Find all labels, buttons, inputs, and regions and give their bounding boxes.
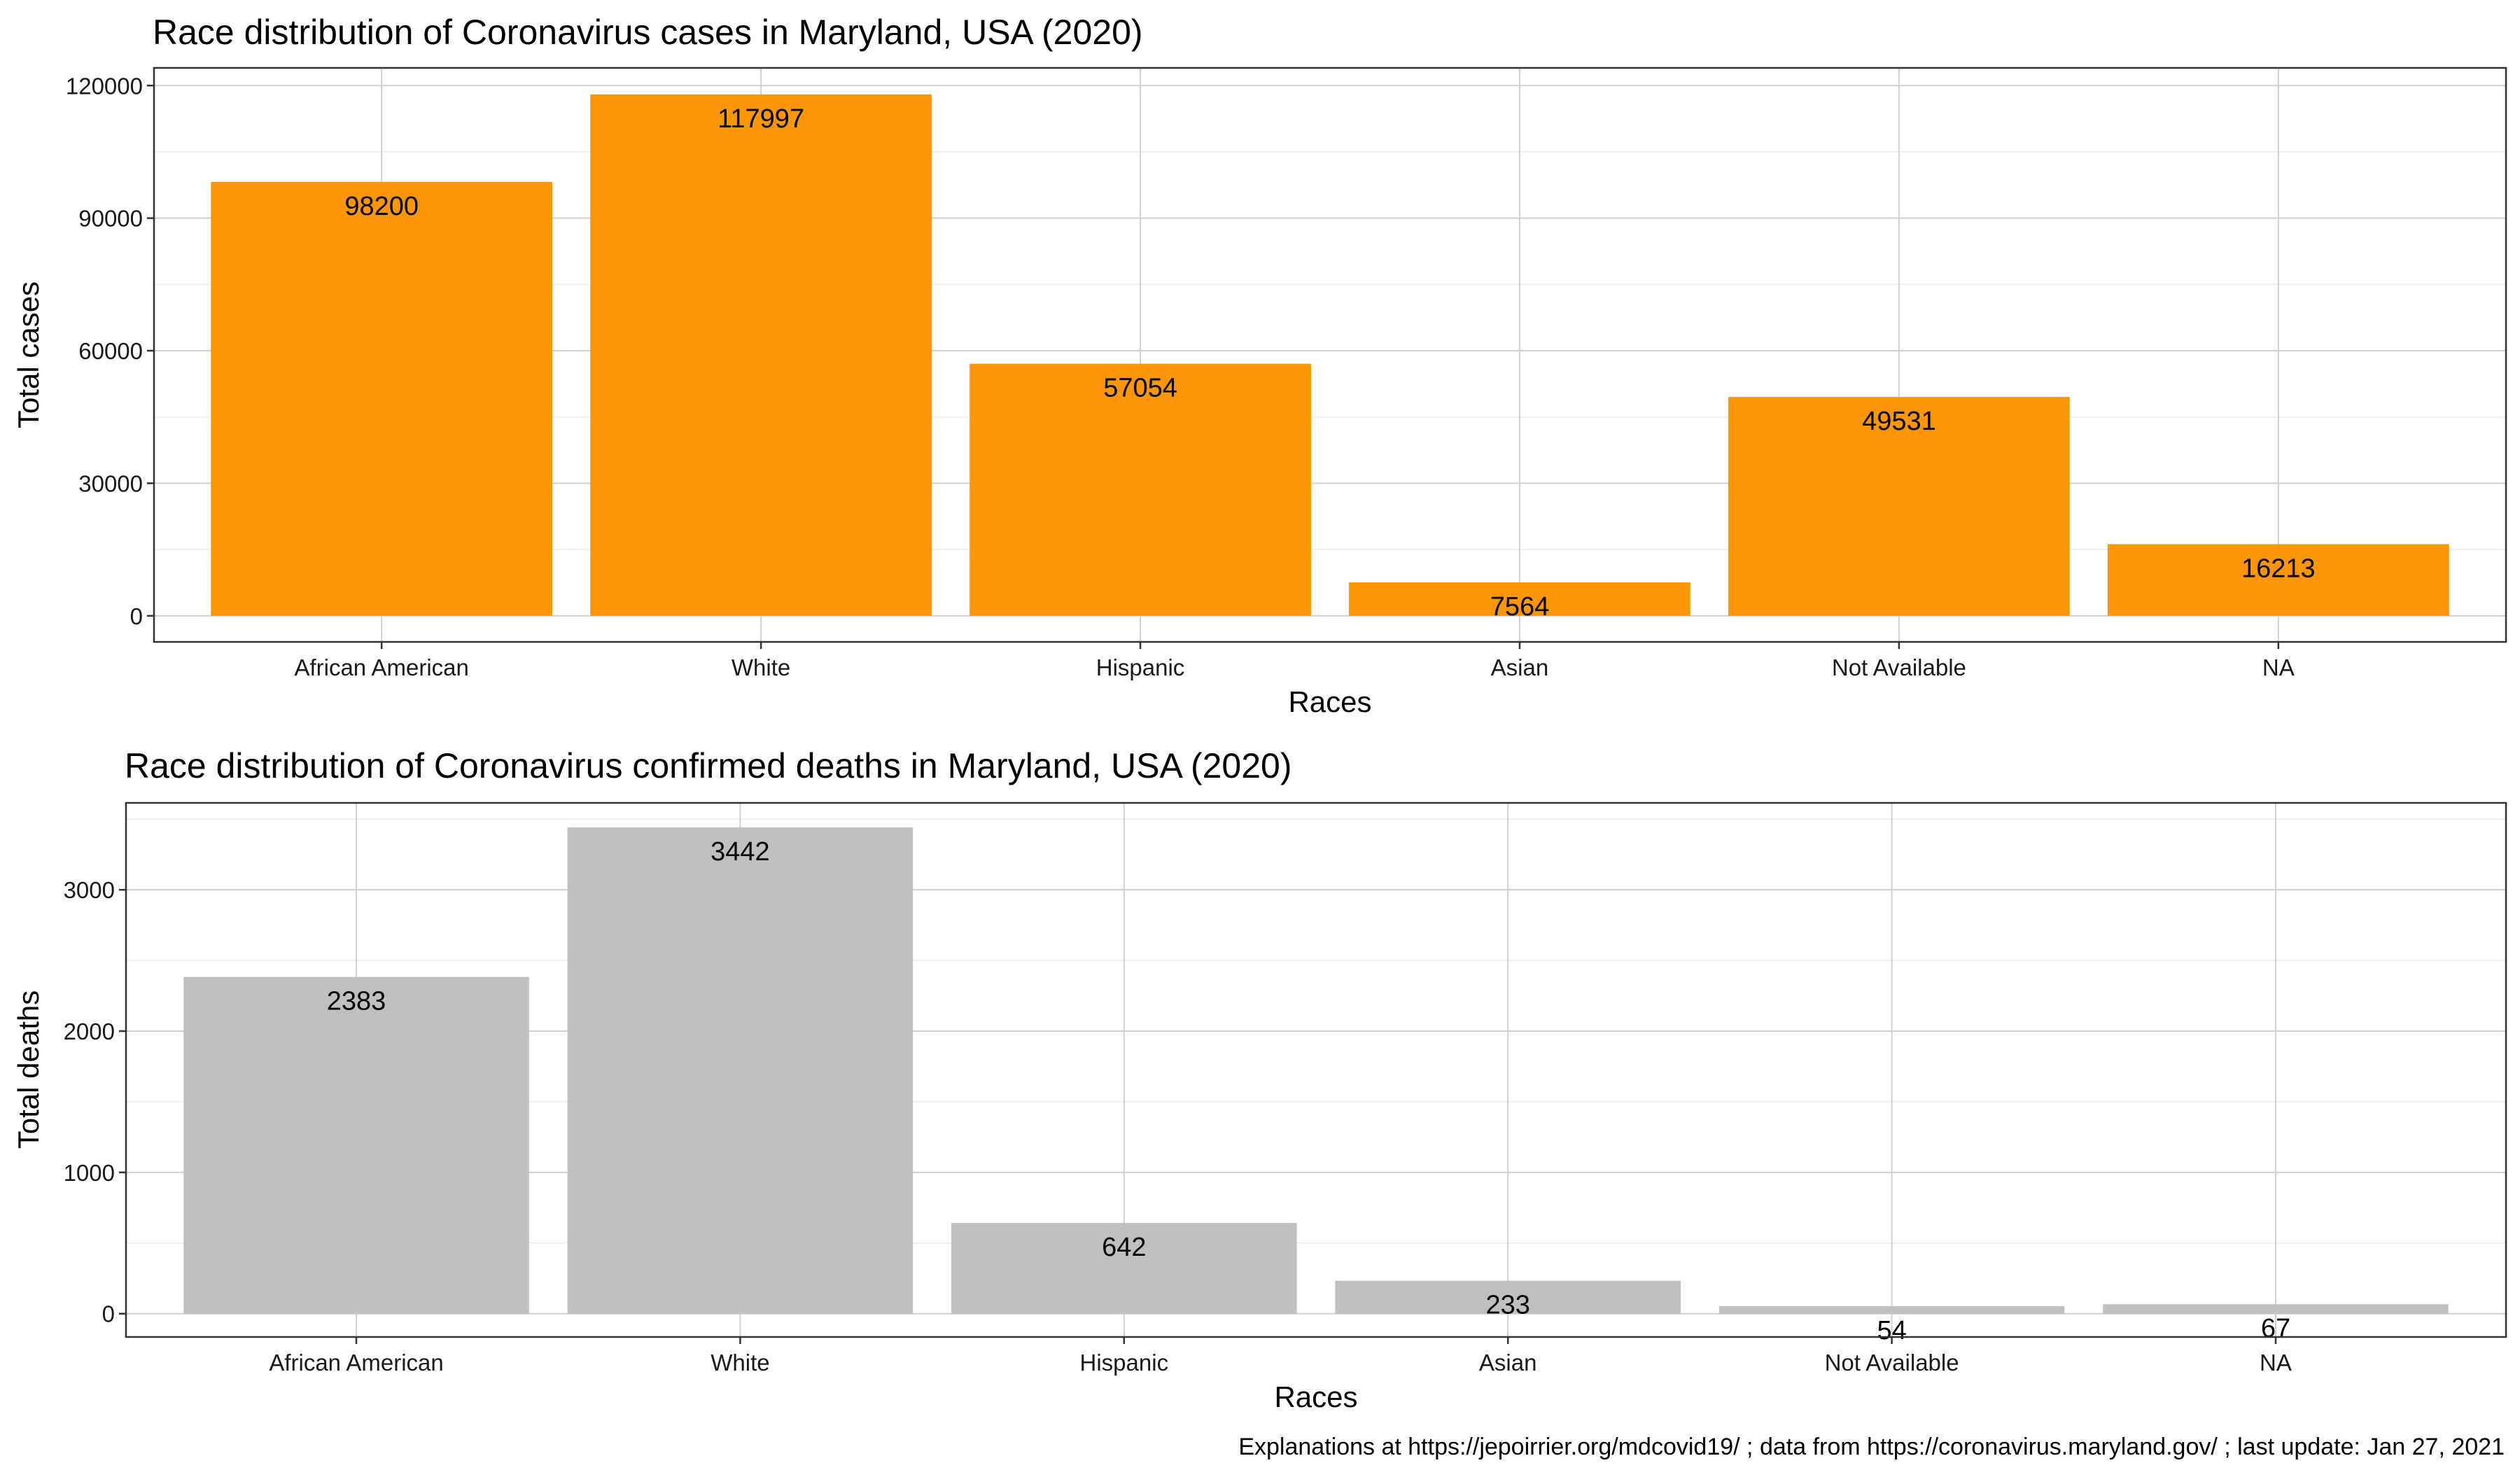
- deaths-bar-value-label: 642: [1102, 1233, 1146, 1262]
- cases-y-axis-label: Total cases: [12, 281, 45, 428]
- cases-y-tick-label: 60000: [78, 338, 143, 364]
- deaths-y-tick-label: 1000: [64, 1160, 115, 1186]
- cases-plot-border: [153, 66, 2507, 643]
- cases-bar: [1349, 582, 1690, 616]
- cases-x-tick-label: Not Available: [1832, 654, 1966, 680]
- cases-y-ticks: 0 30000 60000 90000 120000: [66, 73, 154, 629]
- cases-bar: [2107, 544, 2449, 616]
- cases-chart-title: Race distribution of Coronavirus cases i…: [153, 13, 1143, 52]
- deaths-x-tick-label: Asian: [1479, 1350, 1537, 1376]
- deaths-bars: [183, 827, 2449, 1314]
- cases-x-ticks: African American White Hispanic Asian Not Av…: [294, 642, 2295, 680]
- cases-chart: Race distribution of Coronavirus cases i…: [12, 13, 2507, 718]
- deaths-bar: [1718, 1306, 2065, 1314]
- deaths-y-tick-label: 2000: [64, 1018, 115, 1044]
- deaths-x-tick-label: Not Available: [1825, 1350, 1959, 1376]
- cases-bar-value-label: 7564: [1490, 592, 1550, 622]
- deaths-x-tick-label: African American: [269, 1350, 443, 1376]
- cases-bar-value-label: 16213: [2241, 554, 2316, 583]
- cases-x-tick-label: Asian: [1491, 654, 1549, 680]
- deaths-x-tick-label: NA: [2260, 1350, 2292, 1376]
- deaths-bar: [567, 827, 913, 1314]
- deaths-bar: [951, 1223, 1297, 1314]
- cases-x-tick-label: Hispanic: [1096, 654, 1185, 680]
- cases-bar: [590, 94, 932, 616]
- cases-value-labels: 98200 117997 57054 7564 49531 16213: [344, 104, 2315, 622]
- source-caption: Explanations at https://jepoirrier.org/m…: [1238, 1434, 2505, 1460]
- deaths-plot-border: [125, 802, 2507, 1338]
- deaths-bar-value-label: 3442: [710, 837, 770, 867]
- deaths-chart-title: Race distribution of Coronavirus confirm…: [125, 746, 1292, 785]
- cases-bar: [1728, 397, 2070, 616]
- deaths-y-ticks: 0 1000 2000 3000: [64, 877, 126, 1327]
- deaths-x-tick-label: Hispanic: [1080, 1350, 1169, 1376]
- cases-y-tick-label: 90000: [78, 206, 143, 232]
- deaths-bar-value-label: 233: [1485, 1291, 1530, 1320]
- cases-x-tick-label: NA: [2262, 654, 2295, 680]
- cases-y-tick-label: 120000: [66, 73, 143, 99]
- cases-y-tick-label: 30000: [78, 470, 143, 496]
- cases-x-tick-label: White: [732, 654, 790, 680]
- deaths-y-axis-label: Total deaths: [12, 990, 45, 1149]
- deaths-x-axis-label: Races: [1274, 1380, 1357, 1413]
- deaths-x-ticks: African American White Hispanic Asian Not Av…: [269, 1337, 2292, 1376]
- cases-bar-value-label: 57054: [1103, 374, 1177, 403]
- cases-bar-value-label: 117997: [718, 104, 804, 134]
- cases-bar-value-label: 49531: [1862, 407, 1936, 436]
- cases-bar: [211, 181, 553, 616]
- deaths-bar: [183, 976, 529, 1314]
- deaths-y-tick-label: 3000: [64, 877, 115, 903]
- deaths-bar: [1335, 1280, 1681, 1314]
- cases-x-axis-label: Races: [1288, 685, 1371, 718]
- cases-y-tick-label: 0: [130, 603, 143, 629]
- deaths-bar-value-label: 2383: [327, 987, 386, 1016]
- cases-bars: [211, 94, 2449, 616]
- deaths-x-tick-label: White: [710, 1350, 769, 1376]
- deaths-y-tick-label: 0: [102, 1301, 115, 1327]
- deaths-chart: Race distribution of Coronavirus confirm…: [12, 746, 2507, 1413]
- deaths-bar: [2103, 1304, 2449, 1314]
- cases-bar-value-label: 98200: [344, 192, 419, 221]
- cases-bar: [969, 363, 1311, 616]
- cases-x-tick-label: African American: [294, 654, 468, 680]
